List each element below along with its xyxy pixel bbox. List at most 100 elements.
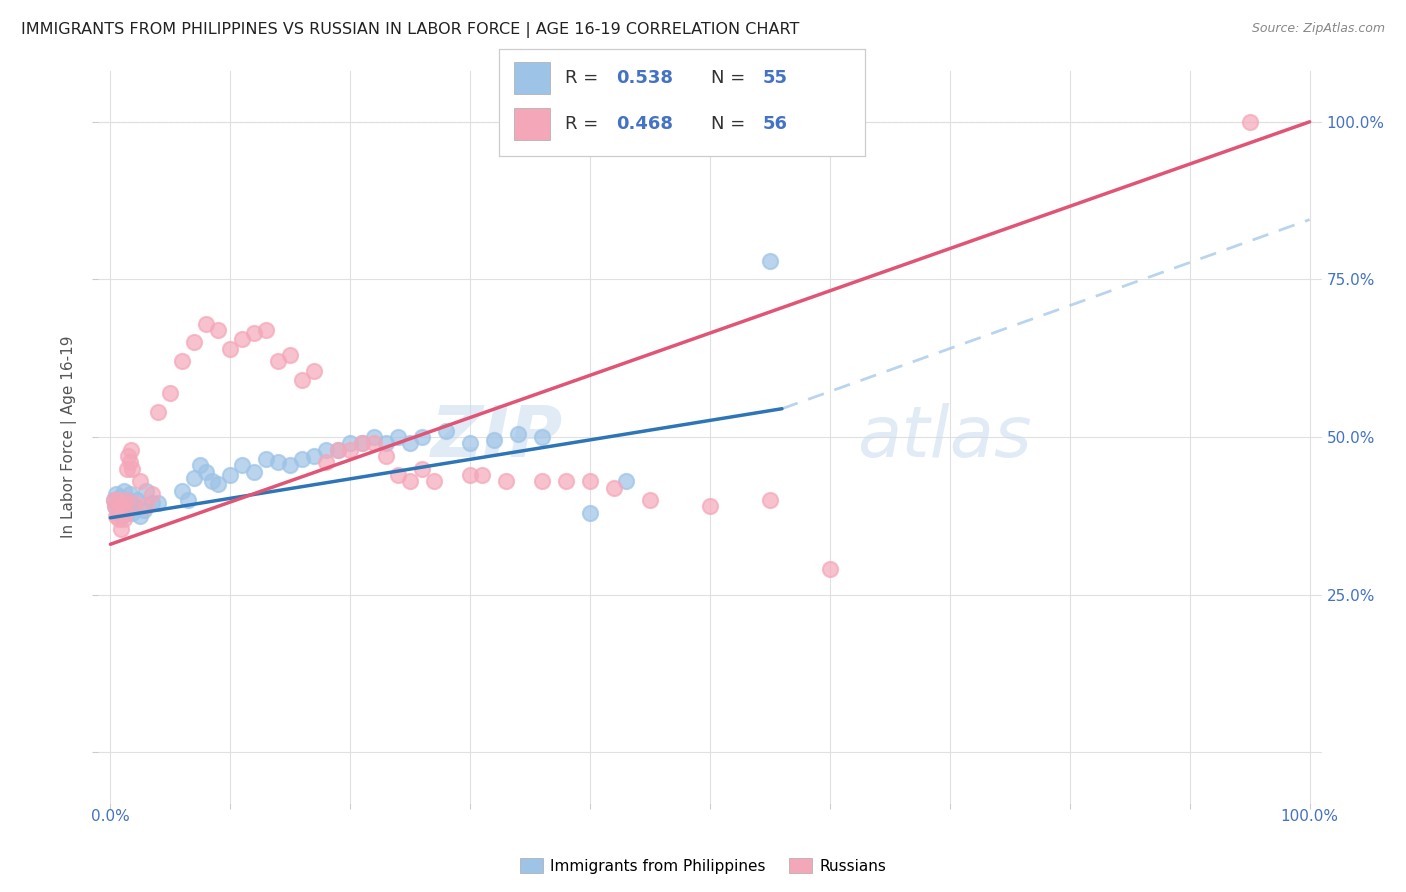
Point — [471, 467, 494, 482]
Point — [107, 506, 129, 520]
Point — [328, 442, 350, 457]
Point — [759, 253, 782, 268]
Point — [243, 465, 266, 479]
Point — [818, 562, 841, 576]
Point — [434, 424, 457, 438]
Point — [411, 430, 433, 444]
Point — [638, 493, 661, 508]
Point — [129, 508, 152, 523]
Point — [508, 426, 530, 441]
Point — [114, 496, 136, 510]
Point — [117, 449, 139, 463]
Point — [399, 436, 422, 450]
Point — [363, 436, 385, 450]
Point — [111, 496, 134, 510]
Point — [135, 500, 157, 514]
Point — [603, 481, 626, 495]
Point — [387, 467, 409, 482]
Point — [172, 354, 194, 368]
Point — [115, 461, 138, 475]
Point — [201, 474, 224, 488]
Point — [495, 474, 517, 488]
Point — [278, 458, 301, 473]
Point — [579, 506, 602, 520]
Point — [183, 335, 205, 350]
Point — [111, 508, 134, 523]
Point — [254, 323, 277, 337]
Point — [108, 496, 131, 510]
Point — [254, 452, 277, 467]
Point — [352, 436, 374, 450]
Text: R =: R = — [565, 69, 605, 87]
Text: N =: N = — [711, 69, 751, 87]
Point — [159, 386, 181, 401]
Point — [411, 461, 433, 475]
Point — [291, 373, 314, 387]
Text: 55: 55 — [762, 69, 787, 87]
Point — [188, 458, 212, 473]
Point — [117, 500, 139, 514]
Y-axis label: In Labor Force | Age 16-19: In Labor Force | Age 16-19 — [60, 335, 77, 539]
Point — [148, 405, 170, 419]
Point — [267, 455, 290, 469]
Point — [115, 493, 138, 508]
Point — [1239, 115, 1261, 129]
Point — [120, 442, 142, 457]
Point — [482, 434, 505, 448]
Point — [118, 455, 141, 469]
Point — [219, 342, 242, 356]
Point — [103, 493, 125, 508]
Point — [579, 474, 602, 488]
Point — [141, 487, 163, 501]
Text: 0.0%: 0.0% — [91, 809, 129, 824]
Point — [339, 442, 361, 457]
Text: Source: ZipAtlas.com: Source: ZipAtlas.com — [1251, 22, 1385, 36]
Point — [531, 430, 554, 444]
Point — [304, 449, 326, 463]
Point — [114, 506, 136, 520]
Point — [124, 496, 146, 510]
Point — [304, 364, 326, 378]
Point — [219, 467, 242, 482]
FancyBboxPatch shape — [513, 108, 550, 140]
Point — [375, 436, 398, 450]
Point — [375, 449, 398, 463]
Point — [195, 465, 218, 479]
Point — [115, 506, 138, 520]
Text: atlas: atlas — [856, 402, 1032, 472]
Point — [231, 458, 253, 473]
Point — [110, 502, 132, 516]
Point — [231, 332, 253, 346]
Text: R =: R = — [565, 115, 605, 133]
Point — [555, 474, 578, 488]
Text: 100.0%: 100.0% — [1281, 809, 1339, 824]
Point — [115, 493, 138, 508]
Point — [110, 521, 132, 535]
Point — [423, 474, 446, 488]
Point — [107, 493, 129, 508]
Point — [291, 452, 314, 467]
Point — [112, 483, 135, 498]
Point — [195, 317, 218, 331]
Point — [124, 500, 146, 514]
Point — [104, 500, 127, 514]
Point — [207, 477, 229, 491]
Point — [352, 436, 374, 450]
Point — [125, 493, 148, 508]
Point — [387, 430, 409, 444]
Point — [177, 493, 200, 508]
Point — [148, 496, 170, 510]
Text: 0.538: 0.538 — [616, 69, 673, 87]
Point — [103, 493, 125, 508]
Point — [132, 502, 155, 516]
Point — [172, 483, 194, 498]
Point — [129, 474, 152, 488]
Point — [121, 461, 143, 475]
Text: ZIP: ZIP — [432, 402, 564, 472]
Point — [315, 442, 337, 457]
Point — [399, 474, 422, 488]
Text: 56: 56 — [762, 115, 787, 133]
Point — [135, 483, 157, 498]
Text: IMMIGRANTS FROM PHILIPPINES VS RUSSIAN IN LABOR FORCE | AGE 16-19 CORRELATION CH: IMMIGRANTS FROM PHILIPPINES VS RUSSIAN I… — [21, 22, 800, 38]
Point — [699, 500, 721, 514]
